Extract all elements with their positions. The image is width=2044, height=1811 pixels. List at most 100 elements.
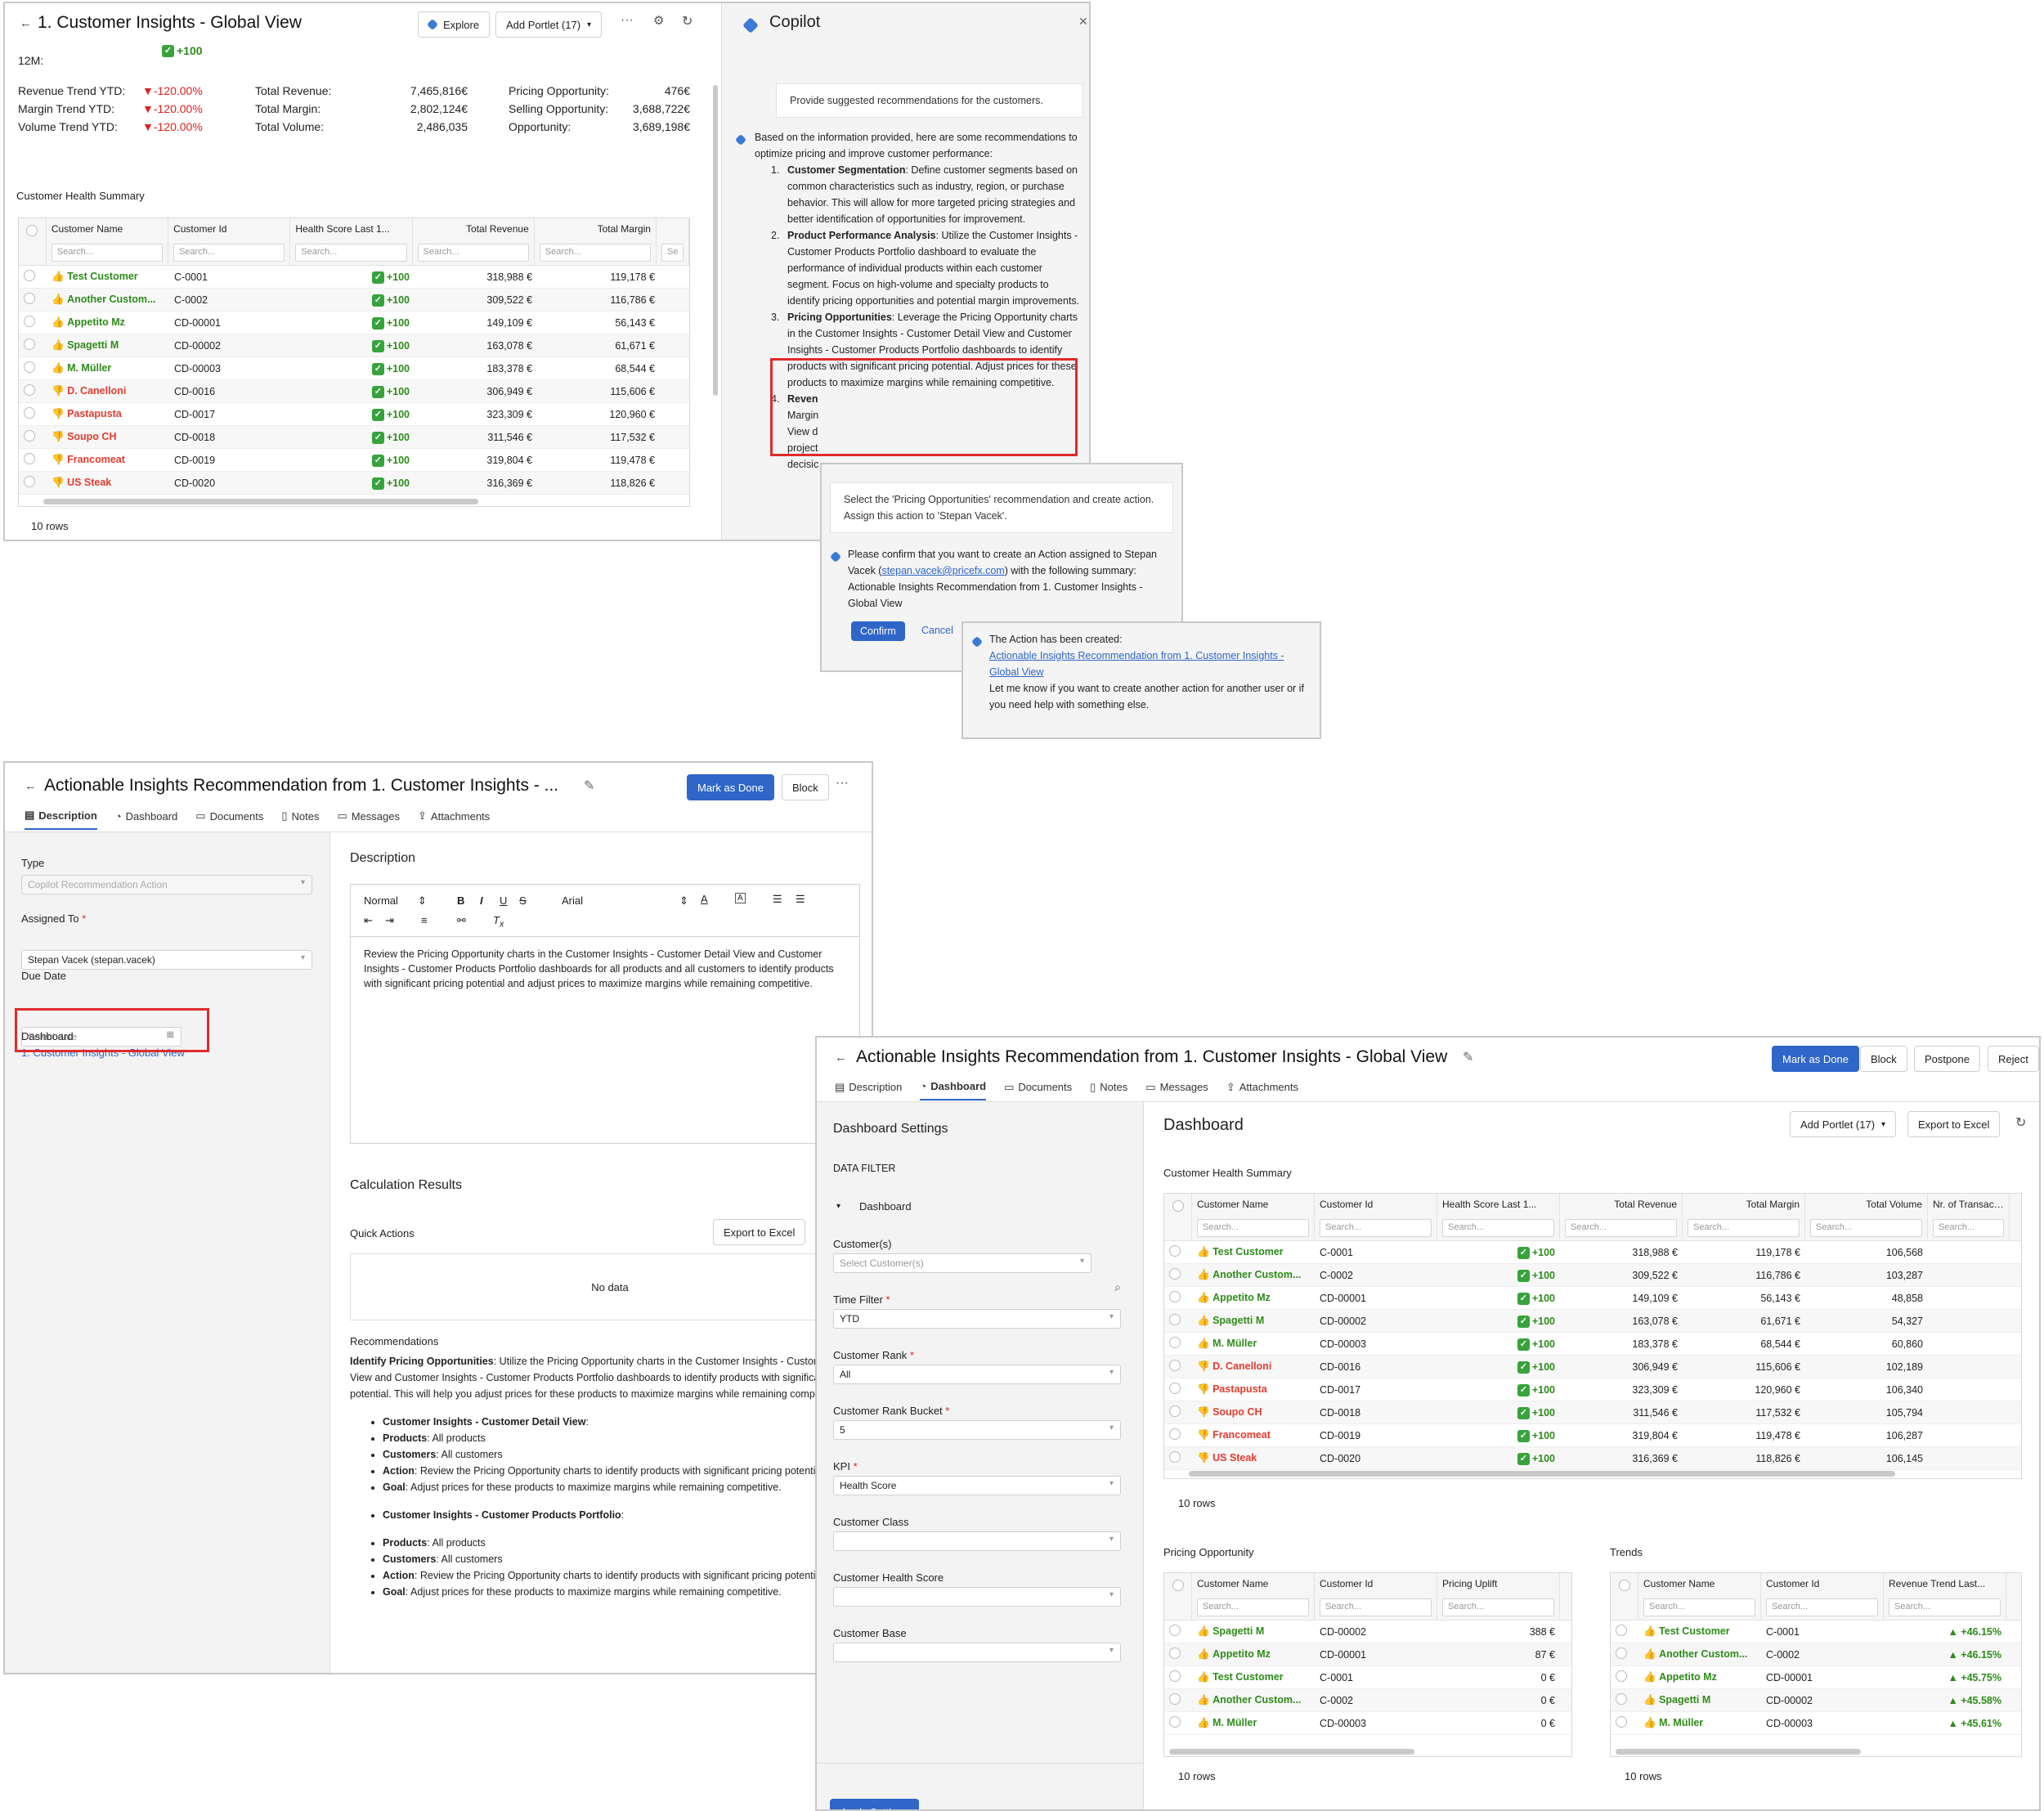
table-row[interactable]: 👍 Appetito Mz CD-00001 87 € — [1164, 1643, 1571, 1666]
tab-description[interactable]: ▤ Description — [25, 809, 97, 830]
font-select[interactable]: Arial ⇕ — [562, 894, 688, 907]
column-search-input[interactable]: Search... — [1197, 1219, 1309, 1237]
select-all-radio[interactable] — [26, 225, 38, 236]
customer-name-cell[interactable]: 👎 Francomeat — [1197, 1429, 1271, 1441]
table-row[interactable]: 👍 Another Custom... C-0002 ▲ +46.15% — [1611, 1643, 2021, 1666]
table-row[interactable]: 👍 Another Custom... C-0002 ✓ +100 309,522 € 1… — [1164, 1264, 2021, 1287]
row-radio[interactable] — [1169, 1245, 1181, 1257]
column-header[interactable]: Customer Name Search... — [1638, 1573, 1761, 1620]
customer-name-cell[interactable]: 👎 US Steak — [52, 477, 112, 488]
table-row[interactable]: 👍 Test Customer C-0001 ✓ +100 318,988 € 119,1… — [1164, 1241, 2021, 1264]
outdent-icon[interactable]: ⇥ — [385, 914, 394, 926]
mark-done-button[interactable]: Mark as Done — [1772, 1046, 1859, 1072]
column-header[interactable]: Total Volume Search... — [1805, 1194, 1928, 1240]
customer-name-cell[interactable]: 👍 Appetito Mz — [1643, 1671, 1717, 1683]
table-row[interactable]: 👍 Appetito Mz CD-00001 ✓ +100 149,109 € 56,14… — [1164, 1287, 2021, 1310]
align-icon[interactable]: ≡ — [421, 914, 428, 926]
column-header[interactable]: Total Revenue Search... — [413, 218, 535, 265]
table-row[interactable]: 👍 Spagetti M CD-00002 ✓ +100 163,078 € 61,671… — [19, 334, 689, 357]
customer-name-cell[interactable]: 👍 M. Müller — [1197, 1338, 1257, 1349]
table-row[interactable]: 👍 Spagetti M CD-00002 ✓ +100 163,078 € 61,671… — [1164, 1310, 2021, 1333]
column-search-input[interactable]: Search... — [173, 244, 285, 262]
row-select-cell[interactable] — [1164, 1314, 1192, 1328]
table-row[interactable]: 👍 Another Custom... C-0002 ✓ +100 309,522 € 1… — [19, 289, 689, 312]
table-row[interactable]: 👎 Francomeat CD-0019 ✓ +100 319,804 € 119,478… — [1164, 1424, 2021, 1447]
row-radio[interactable] — [1169, 1625, 1181, 1636]
row-select-cell[interactable] — [1164, 1291, 1192, 1305]
indent-icon[interactable]: ⇤ — [364, 914, 373, 926]
column-header[interactable]: Total Revenue Search... — [1560, 1194, 1683, 1240]
more-icon[interactable]: ··· — [621, 13, 634, 27]
filter-select[interactable]: ▾ — [833, 1587, 1121, 1607]
customer-name-cell[interactable]: 👎 Soupo CH — [52, 431, 117, 442]
column-header[interactable]: Health Score Last 1... Search... — [290, 218, 413, 265]
select-all-radio[interactable] — [1172, 1580, 1184, 1591]
select-all-radio[interactable] — [1172, 1200, 1184, 1212]
edit-icon[interactable]: ✎ — [584, 779, 595, 793]
column-search-input[interactable]: Search... — [1766, 1598, 1878, 1616]
column-header[interactable]: Total Margin Search... — [535, 218, 657, 265]
select-all-cell[interactable] — [1611, 1573, 1638, 1620]
row-radio[interactable] — [1169, 1451, 1181, 1463]
row-select-cell[interactable] — [1611, 1647, 1638, 1661]
block-button[interactable]: Block — [782, 774, 829, 800]
column-header[interactable]: Total Margin Search... — [1683, 1194, 1805, 1240]
column-search-input[interactable]: Search... — [1933, 1219, 2004, 1237]
row-select-cell[interactable] — [1164, 1337, 1192, 1351]
row-radio[interactable] — [24, 361, 35, 373]
tab-messages[interactable]: ▭ Messages — [1145, 1080, 1208, 1094]
tab-attachments[interactable]: ⇪ Attachments — [1226, 1080, 1298, 1094]
customer-name-cell[interactable]: 👍 Test Customer — [52, 271, 138, 282]
row-radio[interactable] — [1169, 1383, 1181, 1394]
table-row[interactable]: 👎 US Steak CD-0020 ✓ +100 316,369 € 118,826 € — [19, 472, 689, 495]
row-select-cell[interactable] — [1164, 1625, 1192, 1638]
select-all-cell[interactable] — [1164, 1573, 1192, 1620]
tab-description[interactable]: ▤ Description — [835, 1080, 903, 1094]
row-select-cell[interactable] — [1164, 1670, 1192, 1684]
mark-done-button[interactable]: Mark as Done — [687, 774, 774, 800]
column-search-input[interactable]: Search... — [1442, 1598, 1554, 1616]
horizontal-scrollbar[interactable] — [1616, 1749, 1861, 1755]
confirm-button[interactable]: Confirm — [851, 621, 905, 641]
row-select-cell[interactable] — [1611, 1716, 1638, 1730]
vertical-scrollbar[interactable] — [713, 85, 718, 396]
column-header[interactable]: Health Score Last 1... Search... — [1437, 1194, 1560, 1240]
row-radio[interactable] — [1616, 1693, 1627, 1705]
row-radio[interactable] — [1169, 1360, 1181, 1371]
tab-documents[interactable]: ▭ Documents — [1004, 1080, 1073, 1094]
table-row[interactable]: 👍 Test Customer C-0001 ✓ +100 318,988 € 119,1… — [19, 266, 689, 289]
filter-select[interactable]: ▾ — [833, 1531, 1121, 1551]
row-select-cell[interactable] — [1164, 1383, 1192, 1396]
tab-dashboard[interactable]: ◔ Dashboard — [114, 809, 178, 823]
column-header[interactable]: Se — [657, 218, 689, 265]
row-select-cell[interactable] — [1164, 1405, 1192, 1419]
add-portlet-button[interactable]: Add Portlet (17) ▾ — [1790, 1111, 1897, 1137]
row-radio[interactable] — [1169, 1428, 1181, 1440]
row-radio[interactable] — [24, 384, 35, 396]
chevron-down-icon[interactable]: ▾ — [836, 1202, 841, 1211]
refresh-icon[interactable]: ↻ — [2015, 1116, 2027, 1130]
customer-name-cell[interactable]: 👎 Pastapusta — [1197, 1383, 1267, 1395]
customer-name-cell[interactable]: 👍 Spagetti M — [1643, 1694, 1711, 1706]
row-radio[interactable] — [1616, 1716, 1627, 1728]
column-search-input[interactable]: Search... — [295, 244, 407, 262]
customer-name-cell[interactable]: 👍 Another Custom... — [1197, 1694, 1302, 1706]
customer-name-cell[interactable]: 👍 Another Custom... — [1197, 1269, 1302, 1280]
customer-name-cell[interactable]: 👍 Appetito Mz — [52, 316, 125, 328]
column-search-input[interactable]: Se — [661, 244, 684, 262]
block-button[interactable]: Block — [1860, 1046, 1907, 1072]
column-search-input[interactable]: Search... — [1442, 1219, 1554, 1237]
customer-name-cell[interactable]: 👍 Another Custom... — [52, 294, 156, 305]
row-radio[interactable] — [1169, 1337, 1181, 1348]
ordered-list-icon[interactable]: ☰ — [773, 893, 782, 905]
column-search-input[interactable]: Search... — [1688, 1219, 1800, 1237]
customer-name-cell[interactable]: 👍 Appetito Mz — [1197, 1648, 1271, 1660]
table-row[interactable]: 👍 Another Custom... C-0002 0 € — [1164, 1689, 1571, 1712]
assigned-field[interactable]: Stepan Vacek (stepan.vacek) ▾ — [21, 950, 312, 970]
back-arrow-icon[interactable]: ← — [20, 16, 32, 30]
strike-icon[interactable]: S — [519, 894, 527, 907]
row-select-cell[interactable] — [1611, 1625, 1638, 1638]
table-row[interactable]: 👎 Soupo CH CD-0018 ✓ +100 311,546 € 117,532 €… — [1164, 1401, 2021, 1424]
column-header[interactable]: Customer Name Search... — [47, 218, 169, 265]
row-radio[interactable] — [1169, 1647, 1181, 1659]
